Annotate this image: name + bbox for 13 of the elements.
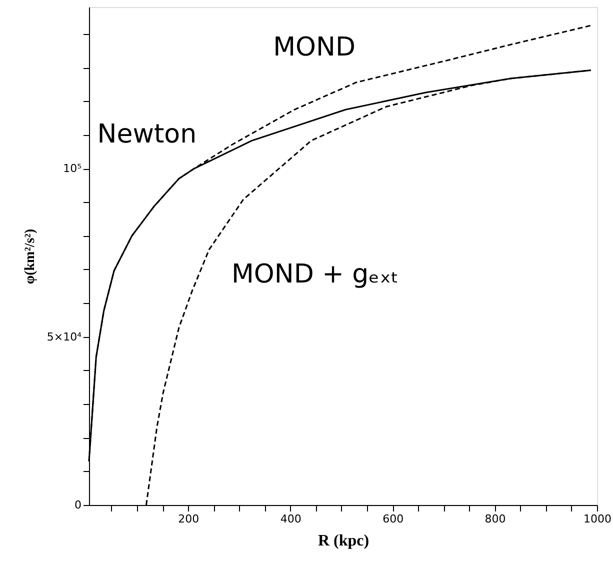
y-tick-label: 10⁵ [63,162,82,176]
series-label: MOND [273,32,356,62]
x-tick-label: 600 [382,512,404,526]
x-tick-label: 400 [280,512,302,526]
y-tick-label: 0 [74,498,82,512]
x-tick-label: 200 [178,512,200,526]
x-axis-title: R (kpc) [318,532,370,550]
y-tick-label: 5×10⁴ [46,330,82,344]
series-label: MOND + gₑₓₜ [231,260,399,290]
x-tick-label: 800 [484,512,506,526]
x-tick-label: 1000 [584,512,612,526]
y-axis-title: φ(km²/s²) [22,228,38,284]
series-label: Newton [97,120,197,150]
